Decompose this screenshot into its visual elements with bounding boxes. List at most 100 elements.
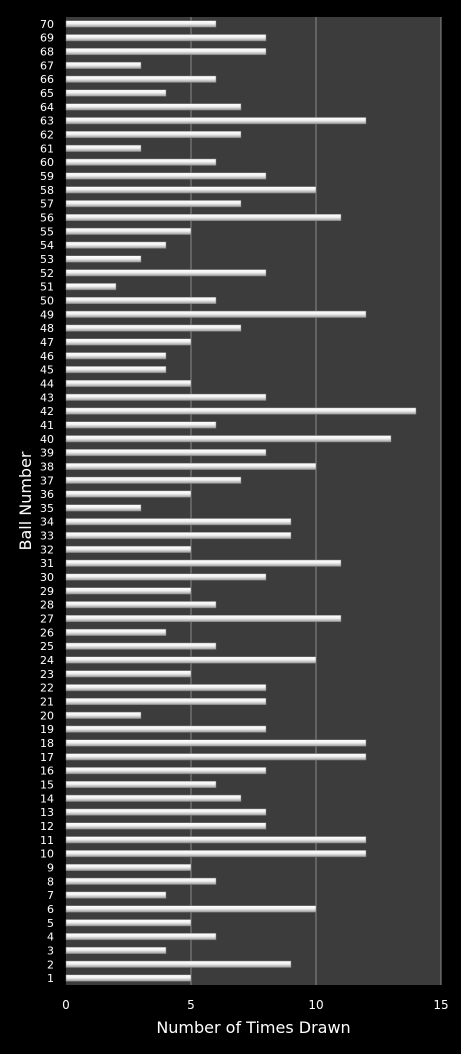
y-tick-label: 39 <box>40 447 54 460</box>
y-tick-label: 45 <box>40 364 54 377</box>
bar-ball-5 <box>65 919 192 927</box>
y-tick-label: 14 <box>40 792 54 805</box>
bar-ball-57 <box>65 200 242 208</box>
y-tick-label: 41 <box>40 419 54 432</box>
y-tick-label: 57 <box>40 198 54 211</box>
y-tick-label: 19 <box>40 723 54 736</box>
bar-ball-42 <box>65 407 417 415</box>
y-tick-label: 25 <box>40 640 54 653</box>
bar-ball-29 <box>65 587 192 595</box>
y-tick-label: 64 <box>40 101 54 114</box>
bar-ball-19 <box>65 725 267 733</box>
x-tick-label: 5 <box>187 998 195 1012</box>
y-tick-label: 51 <box>40 281 54 294</box>
bars <box>65 20 417 982</box>
y-tick-label: 6 <box>47 903 54 916</box>
y-tick-label: 22 <box>40 682 54 695</box>
bar-ball-48 <box>65 324 242 332</box>
y-tick-label: 37 <box>40 474 54 487</box>
bar-ball-50 <box>65 296 217 304</box>
y-tick-label: 5 <box>47 917 54 930</box>
bar-ball-62 <box>65 131 242 139</box>
bar-ball-21 <box>65 698 267 706</box>
y-tick-label: 66 <box>40 73 54 86</box>
bar-ball-39 <box>65 449 267 457</box>
y-tick-label: 10 <box>40 848 54 861</box>
y-tick-label: 3 <box>47 944 54 957</box>
bar-ball-25 <box>65 642 217 650</box>
bar-ball-67 <box>65 61 142 69</box>
bar-ball-58 <box>65 186 317 194</box>
bar-ball-44 <box>65 379 192 387</box>
y-tick-label: 1 <box>47 972 54 985</box>
y-tick-label: 54 <box>40 239 54 252</box>
y-tick-label: 65 <box>40 87 54 100</box>
bar-ball-30 <box>65 573 267 581</box>
bar-ball-27 <box>65 615 342 623</box>
bar-ball-36 <box>65 490 192 498</box>
y-tick-label: 12 <box>40 820 54 833</box>
bar-ball-56 <box>65 214 342 222</box>
bar-ball-34 <box>65 518 292 526</box>
y-tick-labels: 1234567891011121314151617181920212223242… <box>40 18 54 985</box>
bar-ball-10 <box>65 850 367 858</box>
y-tick-label: 9 <box>47 861 54 874</box>
y-tick-label: 13 <box>40 806 54 819</box>
x-axis-title: Number of Times Drawn <box>156 1018 350 1037</box>
y-tick-label: 68 <box>40 46 54 59</box>
y-tick-label: 42 <box>40 405 54 418</box>
bar-ball-32 <box>65 545 192 553</box>
y-tick-label: 46 <box>40 350 54 363</box>
bar-ball-59 <box>65 172 267 180</box>
bar-ball-63 <box>65 117 367 125</box>
bar-ball-13 <box>65 808 267 816</box>
bar-ball-43 <box>65 393 267 401</box>
bar-ball-22 <box>65 684 267 692</box>
y-tick-label: 21 <box>40 696 54 709</box>
bar-ball-49 <box>65 310 367 318</box>
y-tick-label: 63 <box>40 115 54 128</box>
y-tick-label: 4 <box>47 931 54 944</box>
y-tick-label: 52 <box>40 267 54 280</box>
bar-ball-60 <box>65 158 217 166</box>
x-tick-label: 10 <box>308 998 323 1012</box>
y-tick-label: 58 <box>40 184 54 197</box>
y-tick-label: 62 <box>40 129 54 142</box>
y-tick-label: 23 <box>40 668 54 681</box>
y-tick-label: 56 <box>40 212 54 225</box>
bar-ball-35 <box>65 504 142 512</box>
y-tick-label: 32 <box>40 543 54 556</box>
y-tick-label: 2 <box>47 958 54 971</box>
bar-ball-33 <box>65 532 292 540</box>
bar-ball-65 <box>65 89 167 97</box>
y-tick-label: 43 <box>40 391 54 404</box>
x-tick-labels: 0 5 10 15 <box>62 998 448 1012</box>
y-tick-label: 48 <box>40 322 54 335</box>
y-tick-label: 53 <box>40 253 54 266</box>
bar-ball-3 <box>65 946 167 954</box>
bar-ball-2 <box>65 960 292 968</box>
y-tick-label: 11 <box>40 834 54 847</box>
bar-ball-45 <box>65 366 167 374</box>
bar-ball-18 <box>65 739 367 747</box>
y-tick-label: 27 <box>40 613 54 626</box>
bar-ball-53 <box>65 255 142 263</box>
y-tick-label: 36 <box>40 488 54 501</box>
bar-ball-12 <box>65 822 267 830</box>
bar-ball-4 <box>65 933 217 941</box>
bar-ball-70 <box>65 20 217 28</box>
y-tick-label: 59 <box>40 170 54 183</box>
y-tick-label: 7 <box>47 889 54 902</box>
bar-ball-17 <box>65 753 367 761</box>
y-tick-label: 69 <box>40 32 54 45</box>
bar-ball-1 <box>65 974 192 982</box>
y-tick-label: 16 <box>40 765 54 778</box>
y-tick-label: 70 <box>40 18 54 31</box>
y-tick-label: 29 <box>40 585 54 598</box>
bar-ball-38 <box>65 462 317 470</box>
y-tick-label: 47 <box>40 336 54 349</box>
bar-ball-69 <box>65 34 267 42</box>
bar-ball-26 <box>65 628 167 636</box>
